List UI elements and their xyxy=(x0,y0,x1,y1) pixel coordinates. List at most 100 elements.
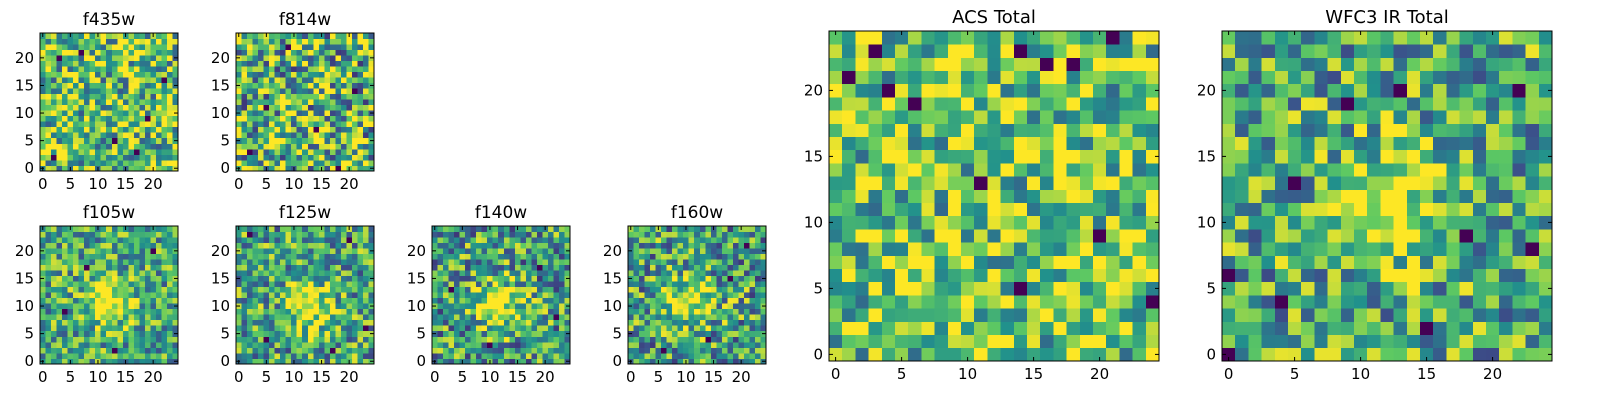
heatmap-cell xyxy=(111,60,118,67)
heatmap-cell xyxy=(639,336,645,343)
heatmap-cell xyxy=(481,226,488,232)
heatmap-cell xyxy=(291,319,298,326)
heatmap-cell xyxy=(732,253,739,260)
heatmap-cell xyxy=(1459,202,1474,217)
heatmap-cell xyxy=(139,352,146,359)
heatmap-cell xyxy=(258,126,264,133)
heatmap-cell xyxy=(716,308,723,315)
heatmap-cell xyxy=(45,341,52,348)
heatmap-cell xyxy=(100,60,107,67)
heatmap-cell xyxy=(443,303,449,310)
heatmap-cell xyxy=(947,242,962,256)
heatmap-cell xyxy=(128,60,135,67)
heatmap-cell xyxy=(73,248,79,254)
heatmap-cell xyxy=(258,319,264,326)
heatmap-cell xyxy=(296,126,303,133)
heatmap-cell xyxy=(128,126,135,133)
heatmap-cell xyxy=(738,275,745,282)
heatmap-cell xyxy=(1327,255,1342,269)
heatmap-cell xyxy=(666,303,673,310)
heatmap-cell xyxy=(161,148,168,155)
heatmap-cell xyxy=(1512,334,1526,349)
heatmap-cell xyxy=(95,99,102,106)
heatmap-cell xyxy=(274,82,281,89)
heatmap-cell xyxy=(738,242,745,249)
heatmap-cell xyxy=(89,55,96,61)
heatmap-cell xyxy=(269,270,275,277)
heatmap-cell xyxy=(716,281,723,288)
heatmap-cell xyxy=(172,231,179,238)
y-tick-label: 20 xyxy=(211,49,230,67)
heatmap-cell xyxy=(307,132,314,139)
heatmap-cell xyxy=(1472,242,1487,256)
heatmap-cell xyxy=(509,275,516,282)
heatmap-cell xyxy=(100,237,107,243)
heatmap-cell xyxy=(357,165,364,172)
heatmap-cell xyxy=(285,126,292,133)
heatmap-cell xyxy=(302,275,309,282)
heatmap-cell xyxy=(437,226,444,232)
heatmap-cell xyxy=(340,286,347,293)
heatmap-cell xyxy=(961,163,975,177)
heatmap-cell xyxy=(633,292,640,299)
heatmap-cell xyxy=(1538,295,1553,309)
heatmap-cell xyxy=(252,132,259,139)
heatmap-cell xyxy=(150,242,157,249)
heatmap-cell xyxy=(78,259,85,265)
heatmap-cell xyxy=(542,308,549,315)
heatmap-cell xyxy=(296,314,303,321)
heatmap-cell xyxy=(738,231,745,238)
heatmap-cell xyxy=(868,57,883,71)
heatmap-cell xyxy=(296,259,303,265)
heatmap-cell xyxy=(743,231,750,238)
heatmap-cell xyxy=(1261,255,1276,269)
heatmap-cell xyxy=(432,259,438,265)
heatmap-cell xyxy=(128,226,135,232)
heatmap-cell xyxy=(357,319,364,326)
heatmap-cell xyxy=(340,330,347,337)
heatmap-cell xyxy=(241,93,248,100)
heatmap-cell xyxy=(454,237,460,243)
heatmap-cell xyxy=(263,253,270,260)
heatmap-cell xyxy=(639,270,645,277)
heatmap-cell xyxy=(128,297,135,304)
heatmap-cell xyxy=(133,358,140,365)
heatmap-cell xyxy=(340,308,347,315)
heatmap-cell xyxy=(78,341,85,348)
heatmap-cell xyxy=(155,231,162,238)
heatmap-cell xyxy=(318,242,325,249)
heatmap-cell xyxy=(269,159,275,166)
heatmap-cell xyxy=(1066,321,1081,335)
heatmap-cell xyxy=(161,253,168,260)
heatmap-cell xyxy=(1145,57,1160,71)
heatmap-cell xyxy=(139,358,146,365)
heatmap-cell xyxy=(1235,334,1249,349)
heatmap-cell xyxy=(291,270,298,277)
heatmap-cell xyxy=(274,55,281,61)
heatmap-cell xyxy=(73,292,79,299)
heatmap-cell xyxy=(258,33,264,39)
heatmap-cell xyxy=(492,319,499,326)
heatmap-cell xyxy=(1406,255,1421,269)
heatmap-cell xyxy=(252,159,259,166)
heatmap-cell xyxy=(324,154,331,161)
heatmap-cell xyxy=(1420,347,1434,362)
heatmap-cell xyxy=(111,33,118,39)
heatmap-cell xyxy=(721,319,728,326)
heatmap-cell xyxy=(329,110,336,117)
y-tick-label: 5 xyxy=(220,325,230,343)
heatmap-cell xyxy=(100,264,107,271)
heatmap-cell xyxy=(95,330,102,337)
heatmap-cell xyxy=(536,248,543,254)
heatmap-cell xyxy=(73,126,79,133)
heatmap-cell xyxy=(274,38,281,45)
heatmap-cell xyxy=(155,126,162,133)
heatmap-cell xyxy=(881,176,896,190)
heatmap-cell xyxy=(721,297,728,304)
heatmap-cell xyxy=(296,237,303,243)
heatmap-cell xyxy=(111,352,118,359)
heatmap-cell xyxy=(269,93,275,100)
heatmap-cell xyxy=(78,325,85,332)
heatmap-cell xyxy=(73,336,79,343)
heatmap-cell xyxy=(144,347,151,354)
